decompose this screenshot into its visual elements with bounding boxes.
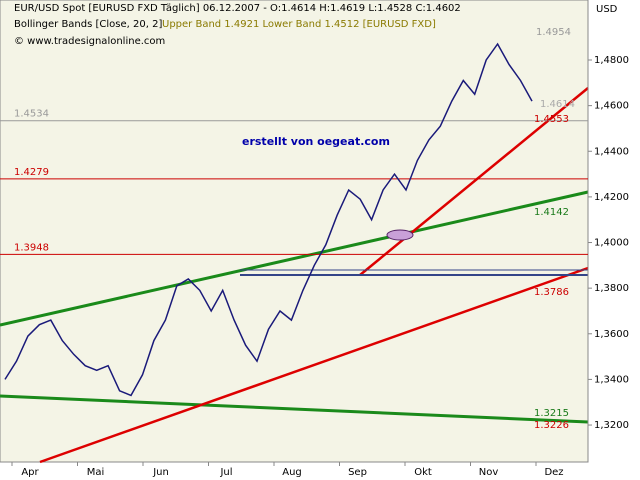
y-tick-label: 1,4200 [594,192,629,203]
plot-area [0,0,589,463]
x-tick-label: Apr [21,467,39,478]
price-label: 1.4553 [534,114,569,125]
highlight [386,229,414,241]
axis-label: USD [596,4,618,15]
price-label: 1.4954 [536,27,571,38]
header: Bollinger Bands [Close, 20, 2] [14,19,162,30]
trend-line [359,87,589,276]
x-tick-label: Okt [414,467,432,478]
y-tick-label: 1,3200 [594,420,629,431]
annotation: erstellt von oegeat.com [242,135,390,148]
x-tick-label: Mai [87,467,105,478]
header: Upper Band 1.4921 Lower Band 1.4512 [EUR… [162,19,436,30]
y-tick-label: 1,3400 [594,374,629,385]
level-label: 1.3948 [14,242,49,253]
level-label: 1.4534 [14,109,49,120]
header: © www.tradesignalonline.com [14,36,165,47]
price-line [4,42,533,397]
y-tick-label: 1,4800 [594,55,629,66]
level-label: 1.4279 [14,167,49,178]
x-tick-label: Dez [544,467,563,478]
price-label: 1.4142 [534,207,569,218]
x-tick-label: Jun [152,467,169,478]
header: EUR/USD Spot [EURUSD FXD Täglich] 06.12.… [14,3,461,14]
price-label: 1.4614 [540,99,575,110]
price-label: 1.3215 [534,408,569,419]
trend-line [0,394,589,424]
y-tick-label: 1,4600 [594,101,629,112]
trend-line [39,266,589,464]
x-tick-label: Aug [282,467,302,478]
y-tick-label: 1,3800 [594,283,629,294]
y-tick-label: 1,3600 [594,329,629,340]
x-tick-label: Jul [219,467,232,478]
x-tick-label: Sep [348,467,367,478]
trend-line [0,190,589,327]
y-tick-label: 1,4000 [594,238,629,249]
price-label: 1.3786 [534,287,569,298]
y-tick-label: 1,4400 [594,146,629,157]
price-label: 1.3226 [534,420,569,431]
x-tick-label: Nov [479,467,499,478]
